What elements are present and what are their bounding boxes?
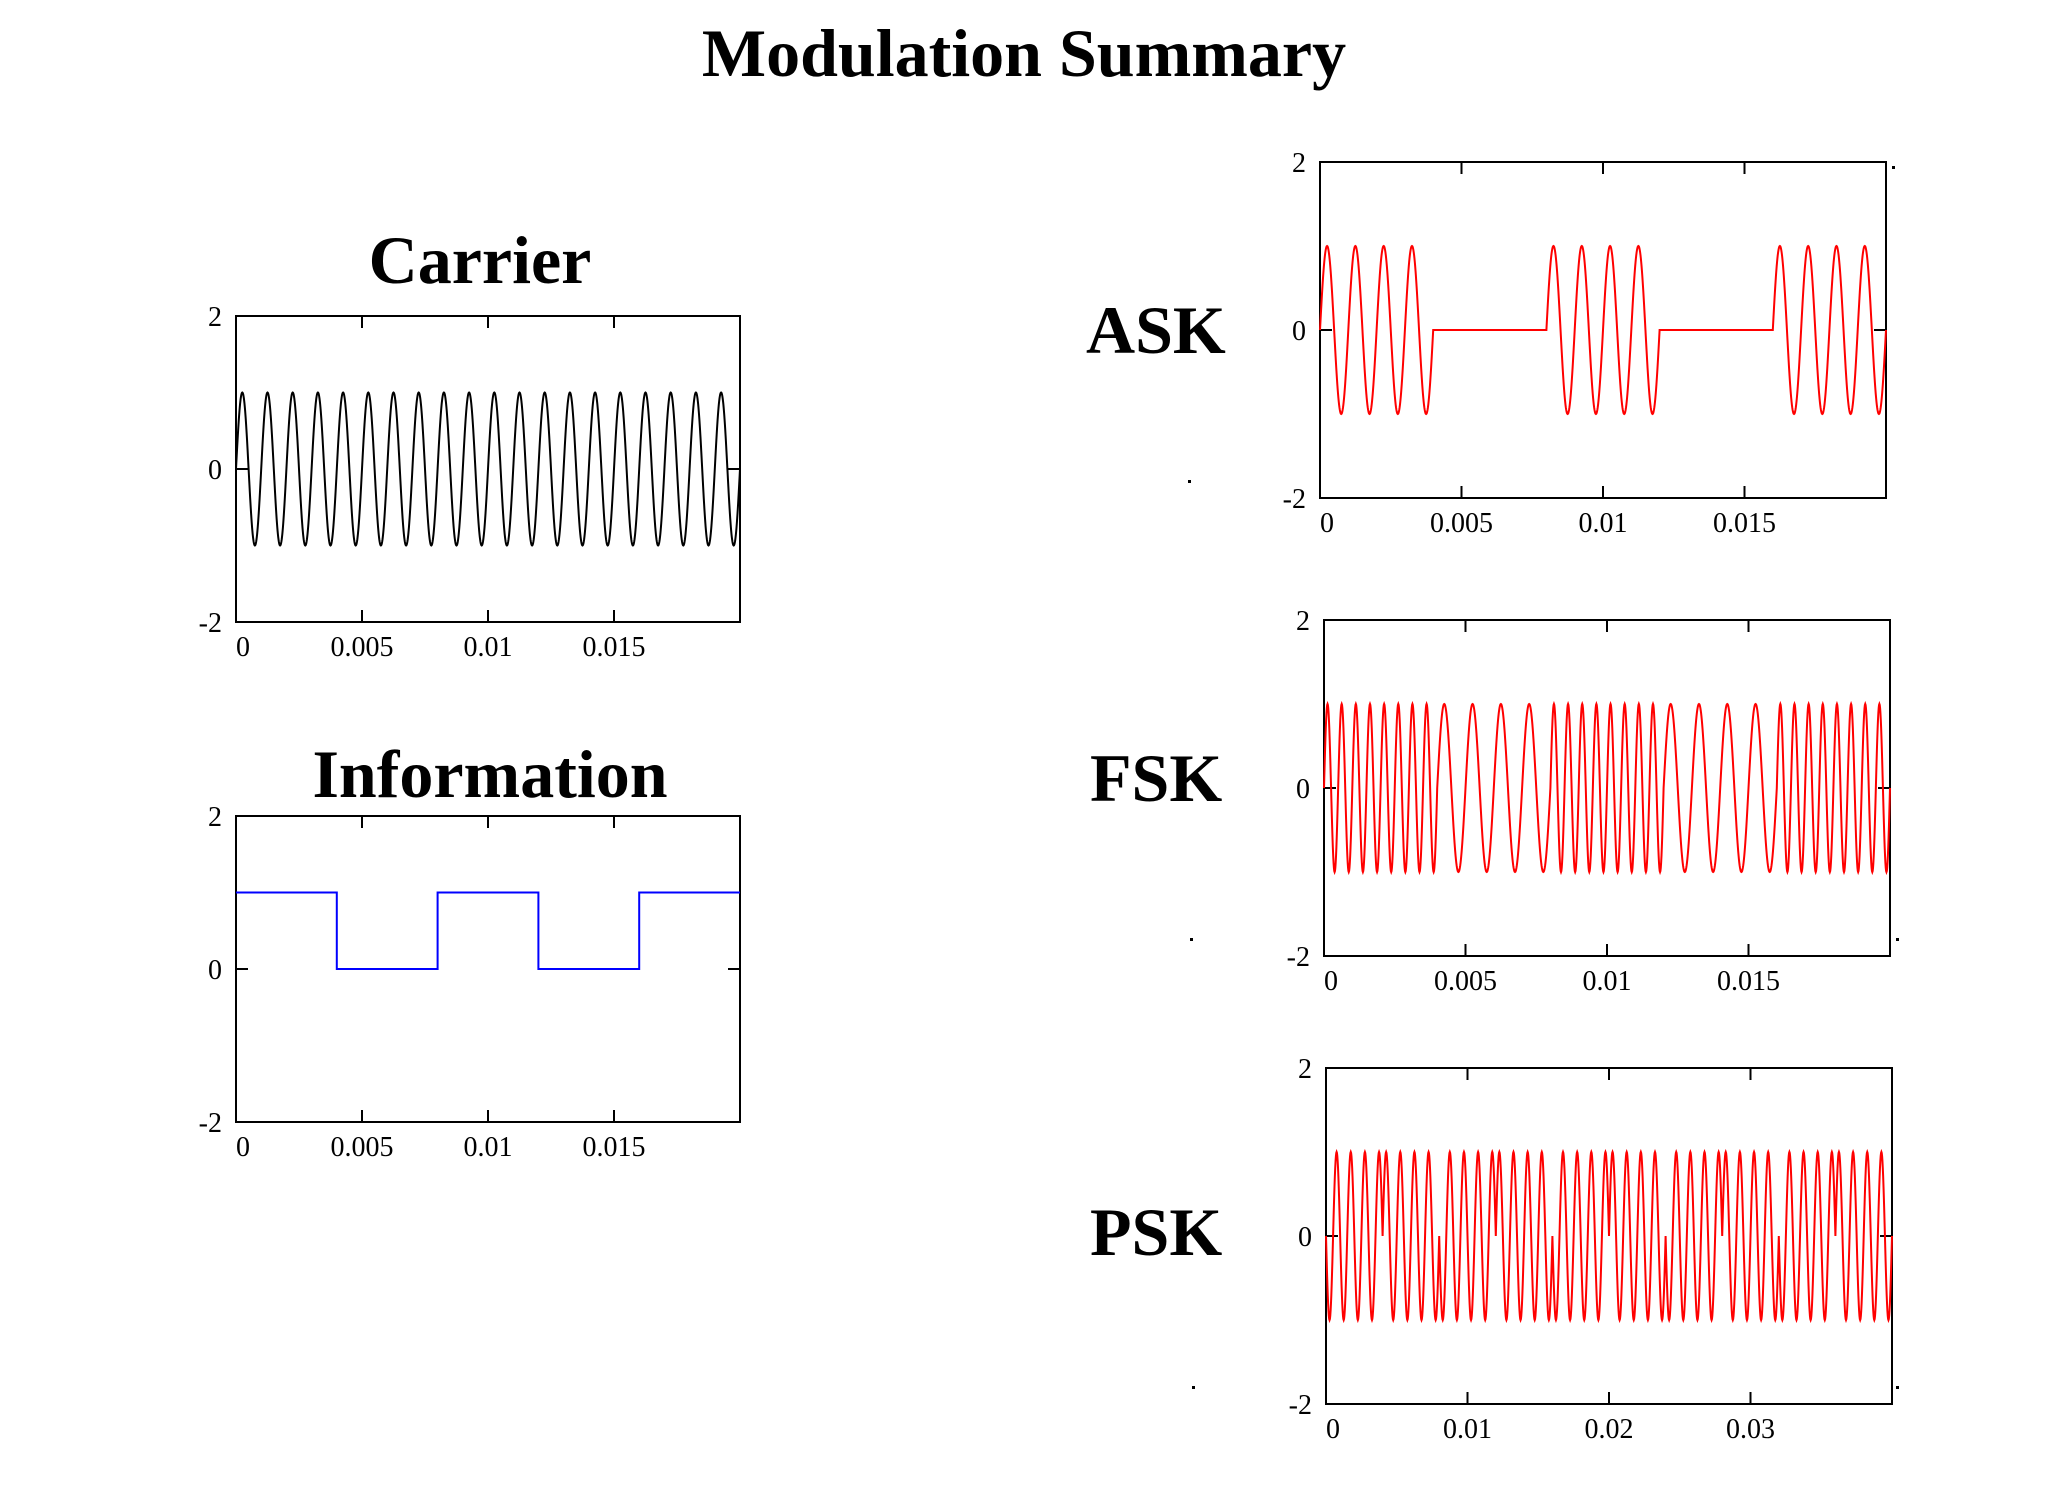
- fsk-series-line: [1323, 700, 1891, 876]
- y-tick-label: 0: [1292, 316, 1306, 347]
- fsk-chart: 0 0.005 0.01 0.015 -2 0 2: [1287, 606, 1891, 997]
- x-tick-label: 0.015: [1713, 508, 1776, 539]
- stray-dot: [1896, 1386, 1899, 1389]
- y-tick-label: 2: [1298, 1054, 1312, 1085]
- y-tick-label: -2: [1283, 484, 1306, 515]
- x-tick-label: 0.03: [1726, 1414, 1775, 1445]
- y-tick-label: 0: [208, 955, 222, 986]
- y-tick-label: -2: [199, 608, 222, 639]
- x-tick-label: 0.02: [1585, 1414, 1634, 1445]
- x-tick-label: 0: [1320, 508, 1334, 539]
- x-tick-label: 0: [1324, 966, 1338, 997]
- stray-dot: [1192, 1386, 1195, 1389]
- information-series-line: [236, 891, 740, 970]
- y-tick-label: 2: [208, 802, 222, 833]
- page-title: Modulation Summary: [701, 15, 1347, 91]
- y-tick-label: -2: [1287, 942, 1310, 973]
- y-tick-label: 0: [1296, 774, 1310, 805]
- carrier-chart: 0 0.005 0.01 0.015 -2 0 2: [199, 302, 741, 663]
- y-tick-label: 0: [1298, 1222, 1312, 1253]
- fsk-label: FSK: [1090, 740, 1223, 816]
- information-title: Information: [312, 736, 668, 812]
- y-tick-label: 2: [1292, 148, 1306, 179]
- psk-chart: 0 0.01 0.02 0.03 -2 0 2: [1289, 1054, 1893, 1445]
- psk-series-line: [1325, 1148, 1893, 1324]
- x-tick-label: 0: [236, 1132, 250, 1163]
- stray-dot: [1892, 166, 1895, 169]
- ask-series-line: [1319, 244, 1887, 416]
- x-tick-label: 0.005: [331, 632, 394, 663]
- y-tick-label: -2: [199, 1108, 222, 1139]
- carrier-title: Carrier: [368, 222, 592, 298]
- carrier-series-line: [235, 391, 741, 547]
- x-tick-label: 0.005: [331, 1132, 394, 1163]
- x-tick-label: 0.01: [1579, 508, 1628, 539]
- x-tick-label: 0.005: [1434, 966, 1497, 997]
- y-tick-label: 0: [208, 455, 222, 486]
- x-tick-label: 0.005: [1430, 508, 1493, 539]
- information-chart: 0 0.005 0.01 0.015 -2 0 2: [199, 802, 741, 1163]
- psk-label: PSK: [1090, 1194, 1223, 1270]
- plot-frame: [235, 815, 741, 1123]
- x-tick-label: 0.01: [1583, 966, 1632, 997]
- x-tick-label: 0.01: [464, 632, 513, 663]
- x-tick-label: 0.015: [1717, 966, 1780, 997]
- y-tick-label: 2: [1296, 606, 1310, 637]
- ask-label: ASK: [1086, 292, 1226, 368]
- stray-dot: [1896, 938, 1899, 941]
- x-tick-label: 0: [236, 632, 250, 663]
- stray-dot: [1188, 480, 1191, 483]
- x-tick-label: 0.015: [583, 632, 646, 663]
- x-tick-label: 0.01: [1443, 1414, 1492, 1445]
- x-tick-label: 0.015: [583, 1132, 646, 1163]
- x-tick-label: 0: [1326, 1414, 1340, 1445]
- y-tick-label: -2: [1289, 1390, 1312, 1421]
- x-tick-label: 0.01: [464, 1132, 513, 1163]
- stray-dot: [1190, 938, 1193, 941]
- y-tick-label: 2: [208, 302, 222, 333]
- ask-chart: 0 0.005 0.01 0.015 -2 0 2: [1283, 148, 1887, 539]
